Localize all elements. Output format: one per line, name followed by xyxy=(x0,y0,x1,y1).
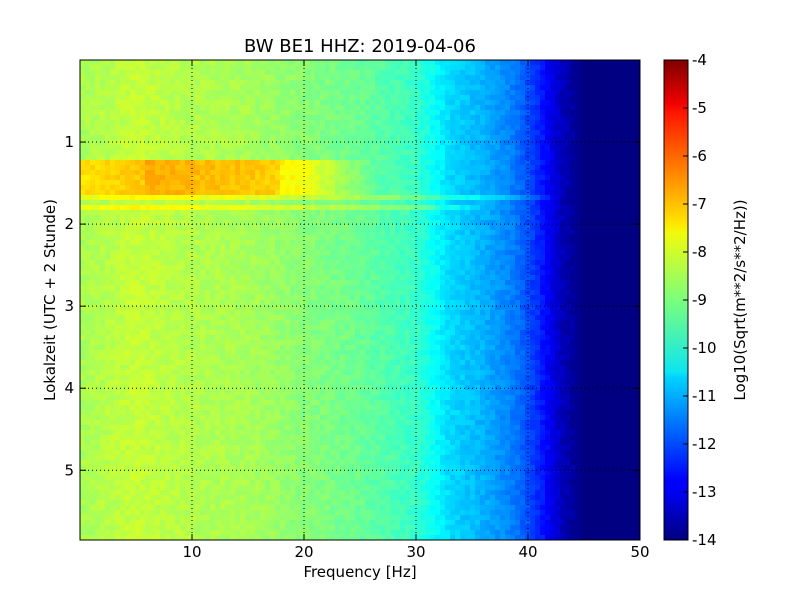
y-axis-ticks: 1 2 3 4 5 xyxy=(64,133,640,479)
colorbar-tick-label: -6 xyxy=(692,147,707,165)
colorbar-tick-label: -10 xyxy=(692,339,717,357)
colorbar-ticks: -4 -5 -6 -7 -8 -9 -10 -11 -12 -13 -14 xyxy=(683,51,717,549)
colorbar-tick-label: -12 xyxy=(692,435,717,453)
y-tick-label: 2 xyxy=(64,215,74,233)
colorbar-tick-label: -7 xyxy=(692,195,707,213)
y-tick-label: 5 xyxy=(64,461,74,479)
x-tick-label: 10 xyxy=(182,543,201,561)
chart-title: BW BE1 HHZ: 2019-04-06 xyxy=(244,36,476,57)
x-tick-label: 20 xyxy=(294,543,313,561)
y-tick-label: 3 xyxy=(64,297,74,315)
colorbar-tick-label: -5 xyxy=(692,99,707,117)
colorbar-tick-label: -9 xyxy=(692,291,707,309)
y-axis-label: Lokalzeit (UTC + 2 Stunde) xyxy=(41,199,59,401)
x-axis-label: Frequency [Hz] xyxy=(303,563,416,581)
colorbar-tick-label: -8 xyxy=(692,243,707,261)
plot-frame xyxy=(79,59,641,541)
y-tick-label: 1 xyxy=(64,133,74,151)
colorbar-tick-label: -13 xyxy=(692,483,717,501)
colorbar-tick-label: -4 xyxy=(692,51,707,69)
spectrogram-heatmap xyxy=(80,60,640,540)
x-tick-label: 50 xyxy=(630,543,649,561)
y-tick-label: 4 xyxy=(64,379,74,397)
colorbar-tick-label: -14 xyxy=(692,531,717,549)
grid-lines xyxy=(80,60,640,540)
colorbar-label: Log10(Sqrt(m**2/s**2/Hz)) xyxy=(731,199,749,400)
x-axis-ticks: 10 20 30 40 50 xyxy=(182,60,650,561)
x-tick-label: 30 xyxy=(406,543,425,561)
colorbar-tick-label: -11 xyxy=(692,387,717,405)
x-tick-label: 40 xyxy=(518,543,537,561)
